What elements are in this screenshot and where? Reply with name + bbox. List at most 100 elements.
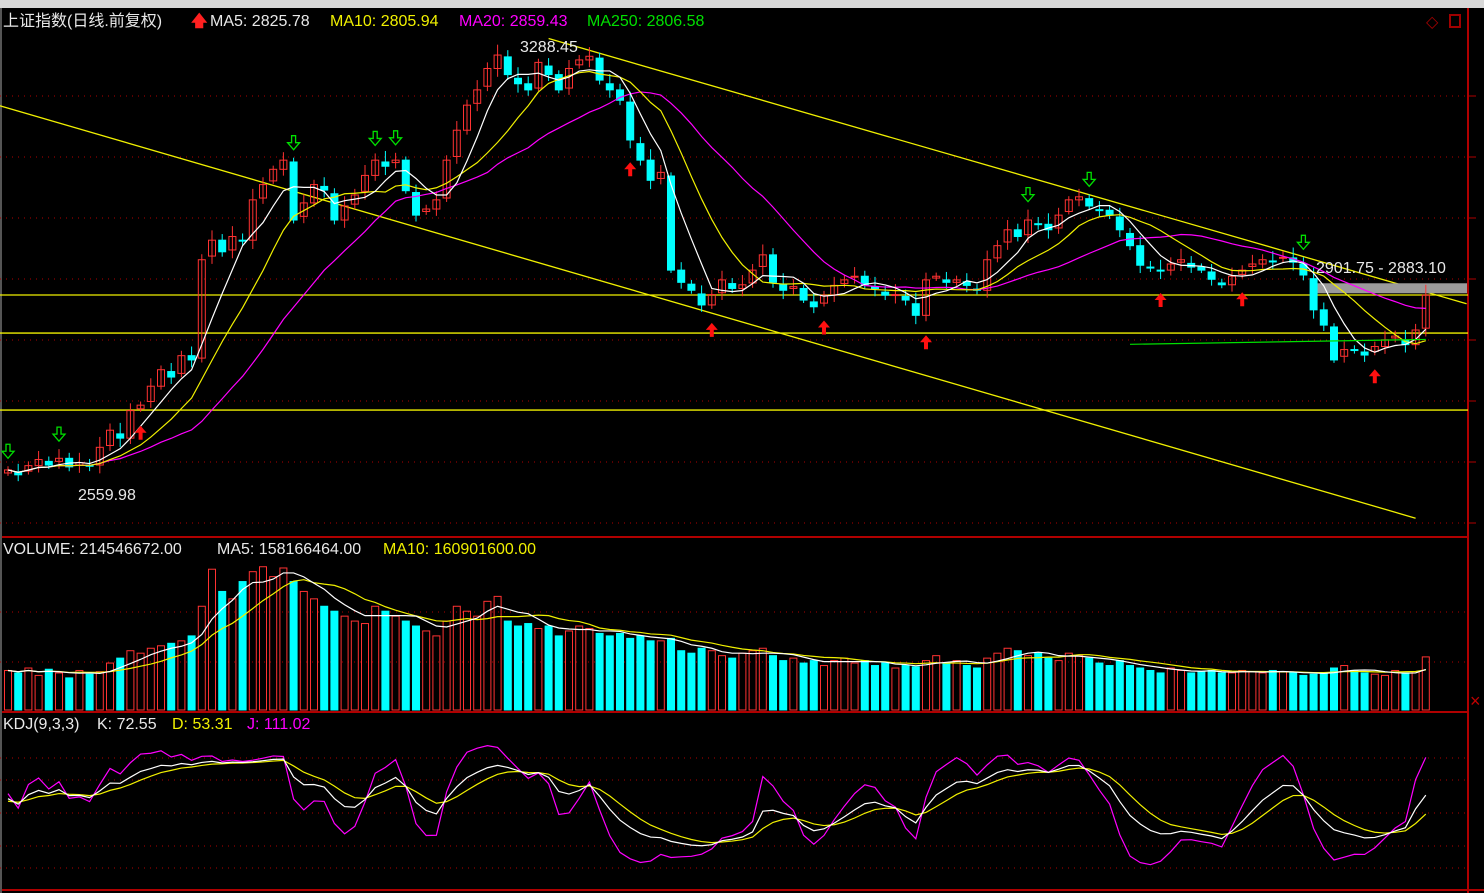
volume-bar xyxy=(106,662,114,711)
volume-bar xyxy=(463,610,471,711)
volume-bar xyxy=(1054,660,1063,711)
candle-up xyxy=(442,159,451,199)
volume-bar xyxy=(1370,673,1379,711)
volume-bar xyxy=(605,635,614,711)
candle-up xyxy=(707,294,716,306)
candle-up xyxy=(1370,345,1379,352)
sell-signal-arrow-icon xyxy=(367,130,383,147)
candle-up xyxy=(738,284,747,289)
candle-down xyxy=(1085,198,1094,207)
volume-bar xyxy=(1381,674,1389,711)
candle-down xyxy=(881,291,890,296)
volume-bar xyxy=(269,576,278,711)
volume-bar xyxy=(860,660,869,711)
volume-bar xyxy=(677,650,686,711)
volume-bar xyxy=(299,590,308,711)
volume-bar xyxy=(330,610,339,711)
candle-up xyxy=(136,404,145,410)
volume-bar xyxy=(646,640,655,711)
volume-bar xyxy=(911,666,920,711)
candle-down xyxy=(667,175,675,271)
candle-down xyxy=(1013,229,1022,238)
volume-bar xyxy=(371,605,380,711)
volume-bar xyxy=(1319,672,1328,711)
volume-bar xyxy=(707,650,716,711)
candle-up xyxy=(1054,214,1063,229)
volume-bar xyxy=(809,660,818,711)
volume-bar xyxy=(616,632,624,711)
sell-signal-arrow-icon xyxy=(286,135,302,151)
volume-bar xyxy=(167,642,176,711)
volume-bar xyxy=(279,567,288,711)
volume-bar xyxy=(1166,667,1175,711)
volume-bar xyxy=(34,674,43,711)
volume-bar xyxy=(1411,671,1420,711)
diamond-icon[interactable]: ◇ xyxy=(1426,14,1439,31)
volume-bar xyxy=(524,623,533,711)
volume-bar xyxy=(310,598,318,711)
volume-bar xyxy=(208,568,216,711)
volume-bar xyxy=(44,668,53,711)
volume-bar xyxy=(1268,669,1277,711)
volume-bar xyxy=(932,655,941,711)
volume-bar xyxy=(1136,667,1145,711)
volume-bar xyxy=(248,571,257,711)
kdj-k-legend: K: 72.55 xyxy=(97,716,157,733)
volume-bar xyxy=(656,640,665,711)
volume-bar xyxy=(636,635,645,711)
candle-up xyxy=(177,355,186,374)
buy-signal-arrow-icon xyxy=(1154,293,1167,308)
volume-bar xyxy=(422,630,431,711)
candle-down xyxy=(1105,209,1114,216)
volume-bar xyxy=(534,627,543,711)
ma20-legend: MA20: 2859.43 xyxy=(459,13,568,30)
candle-up xyxy=(248,199,257,241)
candle-down xyxy=(412,192,420,216)
sell-signal-arrow-icon xyxy=(388,130,404,146)
ma250-legend: MA250: 2806.58 xyxy=(587,13,705,30)
candle-up xyxy=(585,55,594,61)
volume-bar xyxy=(1187,672,1196,711)
volume-bar xyxy=(718,655,726,711)
volume-bar xyxy=(126,650,135,711)
candle-up xyxy=(371,159,380,176)
candle-down xyxy=(605,83,614,91)
candle-up xyxy=(279,159,288,170)
layout-toggle-icon[interactable] xyxy=(1449,14,1461,28)
candle-up xyxy=(1228,275,1236,286)
volume-bar xyxy=(1197,671,1206,711)
volume-bar xyxy=(1360,672,1369,711)
volume-bar xyxy=(259,566,267,711)
candle-down xyxy=(554,74,563,91)
sell-signal-arrow-icon xyxy=(51,426,67,443)
volume-bar xyxy=(493,595,502,711)
volume-bar xyxy=(116,657,125,711)
low-price-label: 2559.98 xyxy=(78,487,136,504)
volume-bar xyxy=(983,657,992,711)
sell-signal-arrow-icon xyxy=(1020,186,1036,203)
volume-bar xyxy=(871,665,879,711)
volume-bar xyxy=(1279,671,1287,711)
candle-up xyxy=(1279,256,1287,259)
ma10-line xyxy=(7,70,1426,473)
volume-bar xyxy=(595,632,604,711)
candle-up xyxy=(1411,329,1420,346)
candle-up xyxy=(24,465,33,472)
volume-bar xyxy=(1330,667,1338,711)
volume-bar xyxy=(289,581,298,711)
candle-down xyxy=(809,301,818,308)
volume-bar xyxy=(1013,650,1022,711)
candle-down xyxy=(1268,260,1277,263)
candle-down xyxy=(524,83,533,91)
candle-down xyxy=(116,433,125,439)
candle-down xyxy=(1115,216,1124,231)
volume-bar xyxy=(789,657,798,711)
candle-down xyxy=(1197,266,1206,271)
kdj-j-line xyxy=(7,745,1427,866)
candle-up xyxy=(1421,294,1430,329)
candle-up xyxy=(55,457,63,462)
candle-up xyxy=(820,294,828,304)
close-panel-icon[interactable]: × xyxy=(1470,691,1481,711)
volume-bar xyxy=(1064,652,1073,711)
